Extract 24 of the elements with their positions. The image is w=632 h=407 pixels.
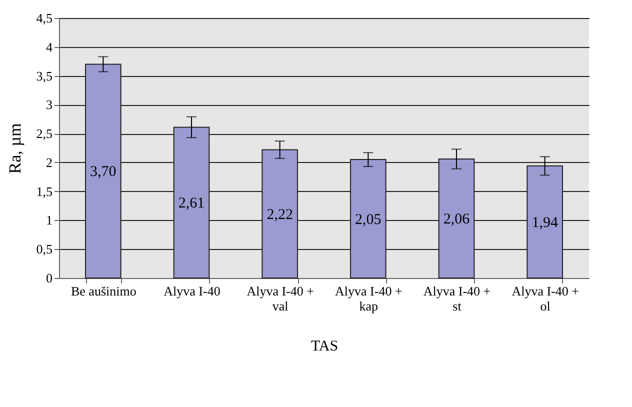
data-label: 1,94 xyxy=(532,214,558,231)
data-label: 2,05 xyxy=(355,212,382,228)
x-axis-title: TAS xyxy=(310,338,338,354)
y-tick-label: 3,5 xyxy=(36,68,52,84)
y-tick-label: 3 xyxy=(46,97,52,112)
y-tick-label: 4,5 xyxy=(36,10,52,26)
y-tick-label: 4 xyxy=(46,39,53,54)
y-tick-label: 2,5 xyxy=(36,126,52,142)
data-label: 2,22 xyxy=(266,206,293,223)
y-axis-title: Ra, µm xyxy=(5,123,24,174)
y-tick-label: 2 xyxy=(46,154,52,170)
data-label: 2,61 xyxy=(178,196,205,212)
x-tick-label: Alyva I-40 xyxy=(164,284,220,298)
y-tick-label: 0,5 xyxy=(36,242,52,257)
data-label: 2,06 xyxy=(443,211,470,228)
data-label: 3,70 xyxy=(90,164,116,180)
x-tick-label: Alyva I-40 + val xyxy=(246,284,314,314)
y-tick-label: 0 xyxy=(46,270,52,286)
x-tick-label: Alyva I-40 + st xyxy=(423,284,491,314)
y-tick-label: 1,5 xyxy=(36,184,52,199)
y-tick-label: 1 xyxy=(46,212,52,228)
x-tick-label: Alyva I-40 + kap xyxy=(335,284,402,314)
x-tick-label: Be aušinimo xyxy=(70,284,136,298)
x-tick-label: Alyva I-40 + ol xyxy=(512,284,579,314)
